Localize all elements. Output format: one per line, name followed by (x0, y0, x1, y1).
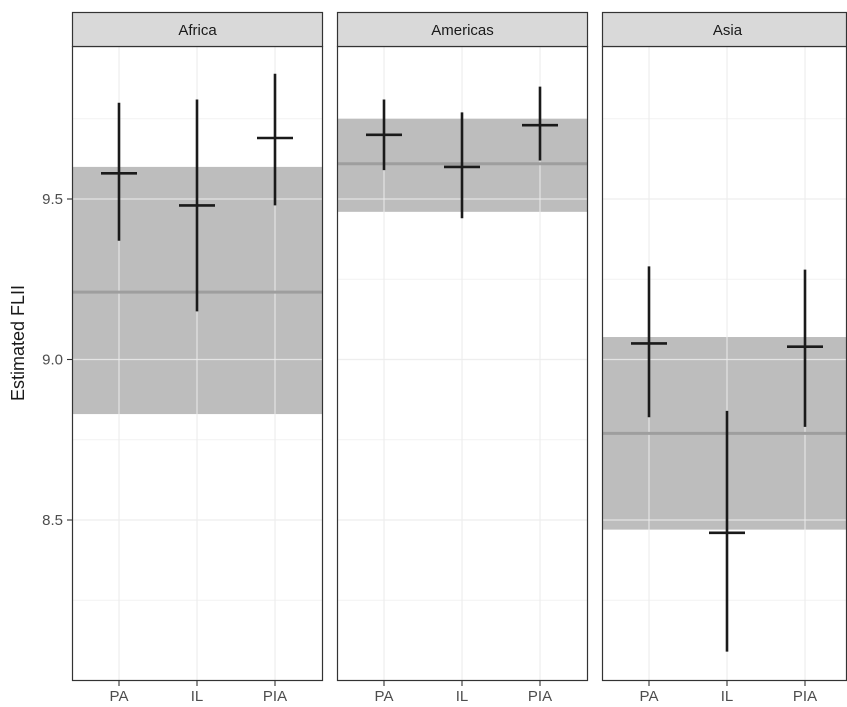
x-tick-label: PA (110, 688, 129, 705)
panel-africa: Africa PA IL PIA (71, 11, 324, 705)
panel-asia: Asia PA IL PIA (601, 11, 847, 705)
panel-plot-area (337, 46, 588, 681)
y-tick-label: 9.5 (42, 191, 63, 208)
facet-strip (336, 11, 589, 48)
facet-strip-label: Asia (713, 22, 743, 39)
facet-strip (71, 11, 324, 48)
facet-strip-label: Africa (178, 22, 217, 39)
panel-plot-area (602, 46, 847, 681)
x-tick-label: IL (456, 688, 469, 705)
errorbar-pa (101, 102, 137, 241)
panel-americas: Americas PA IL PIA (336, 11, 589, 705)
errorbar-il (709, 410, 745, 652)
errorbar-pa (631, 266, 667, 418)
x-tick-label: PIA (528, 688, 552, 705)
x-tick-label: IL (721, 688, 734, 705)
errorbar-il (444, 112, 480, 219)
y-axis: 8.5 9.0 9.5 (42, 191, 72, 529)
facet-strip (601, 11, 847, 48)
x-tick-label: PIA (263, 688, 287, 705)
errorbar-pa (366, 99, 402, 171)
y-tick-label: 9.0 (42, 352, 63, 369)
errorbar-pia (257, 73, 293, 206)
errorbar-pia (522, 86, 558, 161)
x-tick-label: PIA (793, 688, 817, 705)
y-tick-label: 8.5 (42, 512, 63, 529)
x-tick-label: IL (191, 688, 204, 705)
y-axis-title: Estimated FLII (8, 285, 28, 401)
panel-plot-area (72, 46, 323, 681)
errorbar-pia (787, 269, 823, 427)
x-tick-label: PA (640, 688, 659, 705)
x-tick-label: PA (375, 688, 394, 705)
errorbar-il (179, 99, 215, 312)
facet-strip-label: Americas (431, 22, 494, 39)
